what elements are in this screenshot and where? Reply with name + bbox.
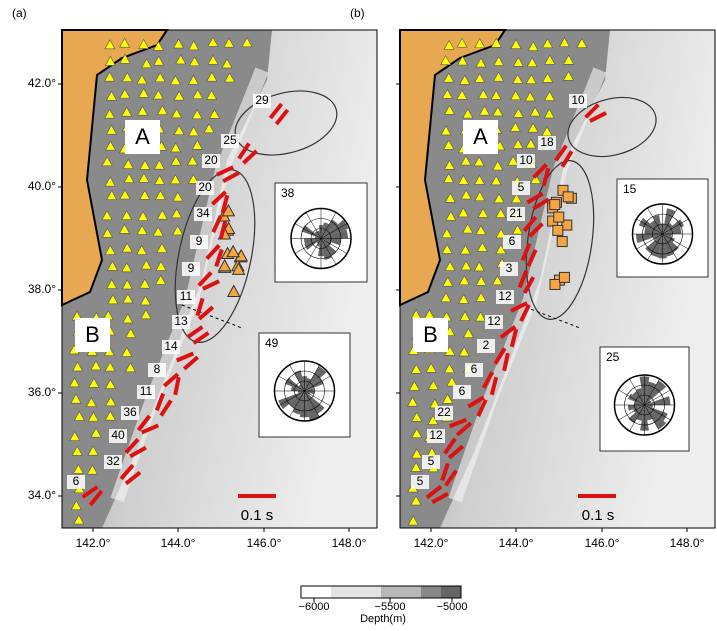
lon-tick-label: 148.0° [670, 536, 705, 550]
lat-tick-label: 38.0° [28, 282, 56, 296]
colorbar-segment [381, 586, 421, 598]
panel-label: (b) [350, 6, 365, 20]
colorbar-segment [421, 586, 441, 598]
lon-tick-label: 146.0° [247, 536, 282, 550]
trench-label: 13 [174, 314, 188, 328]
colorbar: −6000 −5500 −5000 Depth(m) [299, 586, 468, 625]
trench-label: 34 [196, 206, 210, 220]
trench-label: 5 [428, 454, 435, 468]
colorbar-tick-label: −5000 [437, 601, 468, 613]
obs [554, 212, 564, 222]
lat-tick-label: 40.0° [28, 179, 56, 193]
obs [550, 200, 560, 210]
rose-count: 38 [281, 186, 295, 200]
trench-label: 10 [571, 93, 585, 107]
trench-label: 5 [417, 474, 424, 488]
trench-label: 10 [519, 153, 533, 167]
trench-label: 20 [204, 153, 218, 167]
trench-label: 3 [506, 261, 513, 275]
lon-tick-label: 142.0° [76, 536, 111, 550]
trench-label: 9 [196, 234, 203, 248]
trench-label: 6 [459, 384, 466, 398]
trench-label: 6 [509, 234, 516, 248]
trench-label: 22 [437, 405, 451, 419]
rose-count: 15 [623, 182, 637, 196]
trench-label: 6 [471, 362, 478, 376]
trench-label: 36 [123, 405, 137, 419]
trench-label: 32 [106, 454, 120, 468]
trench-label: 21 [509, 206, 523, 220]
colorbar-segment [331, 586, 381, 598]
trench-label: 12 [498, 289, 512, 303]
trench-label: 25 [223, 133, 237, 147]
region-label: A [473, 124, 488, 149]
map-panel: 101810521631212266221255AB15250.1 s142.0… [396, 30, 715, 550]
colorbar-segment [441, 586, 461, 598]
region-label: A [135, 124, 150, 149]
scale-label: 0.1 s [582, 507, 615, 524]
figure: (a)2925202034991113148113640326AB38490.1… [0, 0, 717, 626]
trench-label: 20 [198, 180, 212, 194]
obs [553, 225, 563, 235]
map-panel: 2925202034991113148113640326AB38490.1 s1… [28, 30, 377, 550]
region-label: B [423, 322, 438, 347]
trench-label: 12 [487, 314, 501, 328]
lat-tick-label: 34.0° [28, 488, 56, 502]
trench-label: 14 [164, 339, 178, 353]
trench-label: 12 [429, 428, 443, 442]
colorbar-segment [301, 586, 331, 598]
rose-count: 49 [265, 336, 279, 350]
panel-label: (a) [12, 6, 27, 20]
trench-label: 40 [111, 428, 125, 442]
region-label: B [85, 322, 100, 347]
rose-count: 25 [606, 350, 620, 364]
obs [557, 237, 567, 247]
lon-tick-label: 144.0° [161, 536, 196, 550]
trench-label: 5 [518, 180, 525, 194]
colorbar-title: Depth(m) [360, 613, 406, 625]
trench-label: 18 [540, 135, 554, 149]
obs [563, 192, 573, 202]
lon-tick-label: 146.0° [585, 536, 620, 550]
trench-label: 6 [73, 474, 80, 488]
lat-tick-label: 42.0° [28, 76, 56, 90]
trench-label: 9 [188, 261, 195, 275]
scale-label: 0.1 s [241, 507, 274, 524]
trench-label: 2 [483, 338, 490, 352]
lon-tick-label: 148.0° [332, 536, 367, 550]
lon-tick-label: 142.0° [414, 536, 449, 550]
colorbar-tick-label: −5500 [375, 601, 406, 613]
lat-tick-label: 36.0° [28, 385, 56, 399]
trench-label: 29 [255, 93, 269, 107]
trench-label: 8 [154, 362, 161, 376]
colorbar-tick-label: −6000 [299, 601, 330, 613]
obs [550, 279, 560, 289]
lon-tick-label: 144.0° [499, 536, 534, 550]
trench-label: 11 [180, 289, 193, 303]
trench-label: 11 [140, 384, 153, 398]
obs [559, 272, 569, 282]
